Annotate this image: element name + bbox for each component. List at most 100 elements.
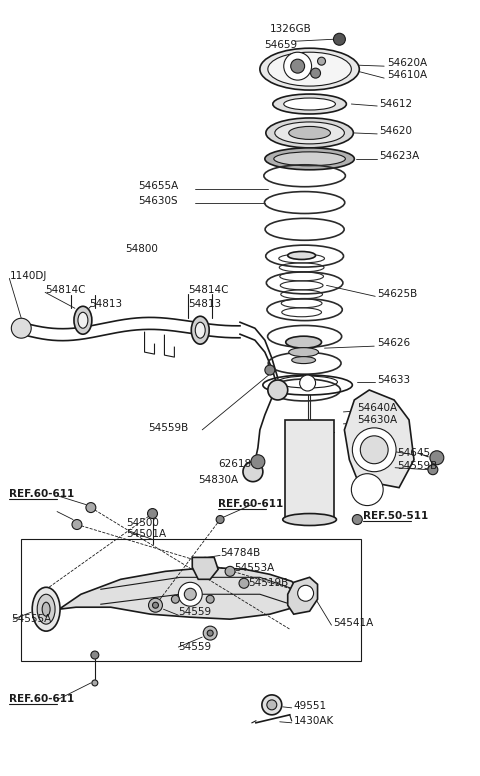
Text: 54813: 54813 bbox=[188, 300, 221, 310]
Circle shape bbox=[265, 365, 275, 375]
Circle shape bbox=[72, 519, 82, 529]
Text: 54501A: 54501A bbox=[127, 529, 167, 539]
Circle shape bbox=[251, 455, 265, 469]
Circle shape bbox=[147, 508, 157, 518]
Ellipse shape bbox=[192, 317, 209, 345]
Text: 54559B: 54559B bbox=[148, 423, 189, 433]
Circle shape bbox=[352, 514, 362, 525]
Text: REF.60-611: REF.60-611 bbox=[9, 489, 74, 499]
Polygon shape bbox=[288, 577, 318, 614]
Polygon shape bbox=[344, 390, 414, 487]
Text: 54630A: 54630A bbox=[357, 415, 397, 425]
Ellipse shape bbox=[42, 602, 50, 616]
Text: 54623A: 54623A bbox=[379, 151, 420, 161]
Circle shape bbox=[268, 380, 288, 400]
Circle shape bbox=[86, 503, 96, 513]
Text: 54559: 54559 bbox=[179, 607, 212, 617]
Circle shape bbox=[92, 680, 98, 686]
Circle shape bbox=[199, 557, 211, 570]
Ellipse shape bbox=[292, 357, 315, 364]
Circle shape bbox=[207, 630, 213, 636]
Circle shape bbox=[179, 582, 202, 606]
Text: 54620A: 54620A bbox=[387, 58, 427, 68]
Text: 54519B: 54519B bbox=[248, 578, 288, 588]
Ellipse shape bbox=[260, 48, 360, 90]
Ellipse shape bbox=[288, 251, 315, 259]
Circle shape bbox=[352, 428, 396, 472]
Circle shape bbox=[291, 59, 305, 73]
Circle shape bbox=[153, 602, 158, 608]
Circle shape bbox=[267, 700, 277, 710]
Text: 54784B: 54784B bbox=[220, 549, 260, 559]
Text: 1140DJ: 1140DJ bbox=[9, 272, 47, 282]
Text: 54500: 54500 bbox=[127, 518, 159, 528]
Text: 1430AK: 1430AK bbox=[294, 715, 334, 726]
Circle shape bbox=[360, 436, 388, 464]
Circle shape bbox=[239, 578, 249, 588]
Text: REF.60-611: REF.60-611 bbox=[218, 499, 283, 508]
Ellipse shape bbox=[284, 98, 336, 110]
Circle shape bbox=[311, 68, 321, 78]
Text: 54814C: 54814C bbox=[45, 286, 85, 296]
Ellipse shape bbox=[268, 52, 351, 86]
Text: 54541A: 54541A bbox=[334, 618, 374, 628]
Text: 54555A: 54555A bbox=[12, 614, 51, 624]
Ellipse shape bbox=[288, 348, 319, 357]
Text: 62618: 62618 bbox=[218, 459, 251, 469]
Bar bbox=[285, 420, 335, 519]
Polygon shape bbox=[192, 557, 218, 580]
Circle shape bbox=[171, 595, 180, 603]
Circle shape bbox=[428, 465, 438, 475]
Circle shape bbox=[148, 598, 162, 612]
Ellipse shape bbox=[37, 594, 55, 624]
Circle shape bbox=[300, 375, 315, 391]
Circle shape bbox=[430, 451, 444, 465]
Ellipse shape bbox=[74, 307, 92, 334]
Text: 54814C: 54814C bbox=[188, 286, 229, 296]
Text: 54830A: 54830A bbox=[198, 475, 239, 485]
Text: 49551: 49551 bbox=[294, 701, 327, 711]
Ellipse shape bbox=[195, 322, 205, 338]
Ellipse shape bbox=[32, 587, 60, 631]
Ellipse shape bbox=[273, 94, 347, 114]
Text: 54626: 54626 bbox=[377, 338, 410, 348]
Circle shape bbox=[243, 462, 263, 482]
Circle shape bbox=[225, 566, 235, 577]
Circle shape bbox=[334, 33, 346, 45]
Circle shape bbox=[298, 585, 313, 601]
Ellipse shape bbox=[275, 122, 344, 144]
Polygon shape bbox=[59, 567, 305, 619]
Text: 54813: 54813 bbox=[89, 300, 122, 310]
Ellipse shape bbox=[274, 152, 346, 166]
Circle shape bbox=[91, 651, 99, 659]
Text: REF.50-511: REF.50-511 bbox=[363, 511, 429, 521]
Text: 54559: 54559 bbox=[179, 642, 212, 652]
Ellipse shape bbox=[265, 148, 354, 170]
Text: 54610A: 54610A bbox=[387, 70, 427, 80]
Text: 54625B: 54625B bbox=[377, 289, 418, 300]
Circle shape bbox=[206, 595, 214, 603]
Ellipse shape bbox=[288, 126, 330, 140]
Text: 1326GB: 1326GB bbox=[270, 24, 312, 34]
Text: 54612: 54612 bbox=[379, 99, 412, 109]
Text: 54640A: 54640A bbox=[357, 403, 397, 413]
Circle shape bbox=[203, 626, 217, 640]
Circle shape bbox=[12, 318, 31, 338]
Text: 54630S: 54630S bbox=[139, 196, 178, 206]
Text: 54553A: 54553A bbox=[234, 563, 274, 573]
Circle shape bbox=[284, 52, 312, 80]
Ellipse shape bbox=[286, 336, 322, 348]
Text: 54620: 54620 bbox=[379, 126, 412, 136]
Text: 54659: 54659 bbox=[264, 40, 297, 50]
Ellipse shape bbox=[266, 118, 353, 148]
Text: REF.60-611: REF.60-611 bbox=[9, 694, 74, 704]
Circle shape bbox=[318, 57, 325, 65]
Ellipse shape bbox=[283, 514, 336, 525]
Text: 54633: 54633 bbox=[377, 375, 410, 385]
Circle shape bbox=[216, 515, 224, 524]
Text: 54559B: 54559B bbox=[397, 461, 437, 471]
Circle shape bbox=[351, 473, 383, 506]
Circle shape bbox=[184, 588, 196, 601]
Circle shape bbox=[262, 695, 282, 715]
Bar bbox=[21, 539, 361, 661]
